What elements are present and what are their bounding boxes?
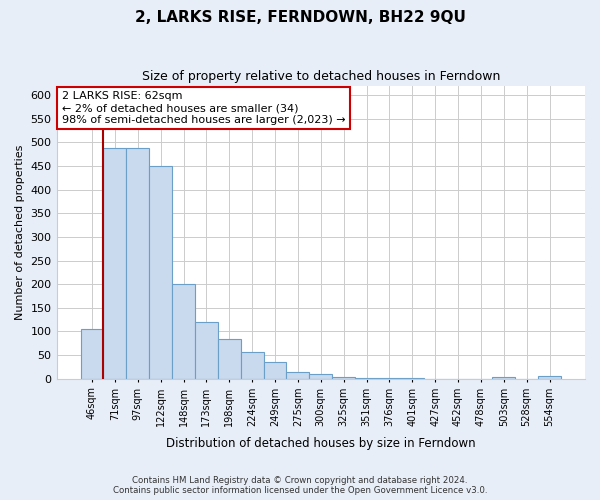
Bar <box>241 352 263 379</box>
Bar <box>80 329 103 379</box>
Bar <box>149 166 172 379</box>
Bar <box>127 148 149 379</box>
Text: Contains HM Land Registry data © Crown copyright and database right 2024.
Contai: Contains HM Land Registry data © Crown c… <box>113 476 487 495</box>
Bar <box>310 374 332 379</box>
Bar <box>172 284 195 379</box>
Bar <box>263 362 286 379</box>
Text: 2 LARKS RISE: 62sqm
← 2% of detached houses are smaller (34)
98% of semi-detache: 2 LARKS RISE: 62sqm ← 2% of detached hou… <box>62 92 346 124</box>
Bar <box>286 372 310 379</box>
Bar <box>332 377 355 379</box>
Bar <box>218 340 241 379</box>
Bar <box>103 148 127 379</box>
Bar <box>538 376 561 379</box>
Title: Size of property relative to detached houses in Ferndown: Size of property relative to detached ho… <box>142 70 500 83</box>
Y-axis label: Number of detached properties: Number of detached properties <box>15 144 25 320</box>
Text: 2, LARKS RISE, FERNDOWN, BH22 9QU: 2, LARKS RISE, FERNDOWN, BH22 9QU <box>134 10 466 25</box>
Bar <box>355 378 378 379</box>
Bar <box>493 377 515 379</box>
X-axis label: Distribution of detached houses by size in Ferndown: Distribution of detached houses by size … <box>166 437 476 450</box>
Bar <box>195 322 218 379</box>
